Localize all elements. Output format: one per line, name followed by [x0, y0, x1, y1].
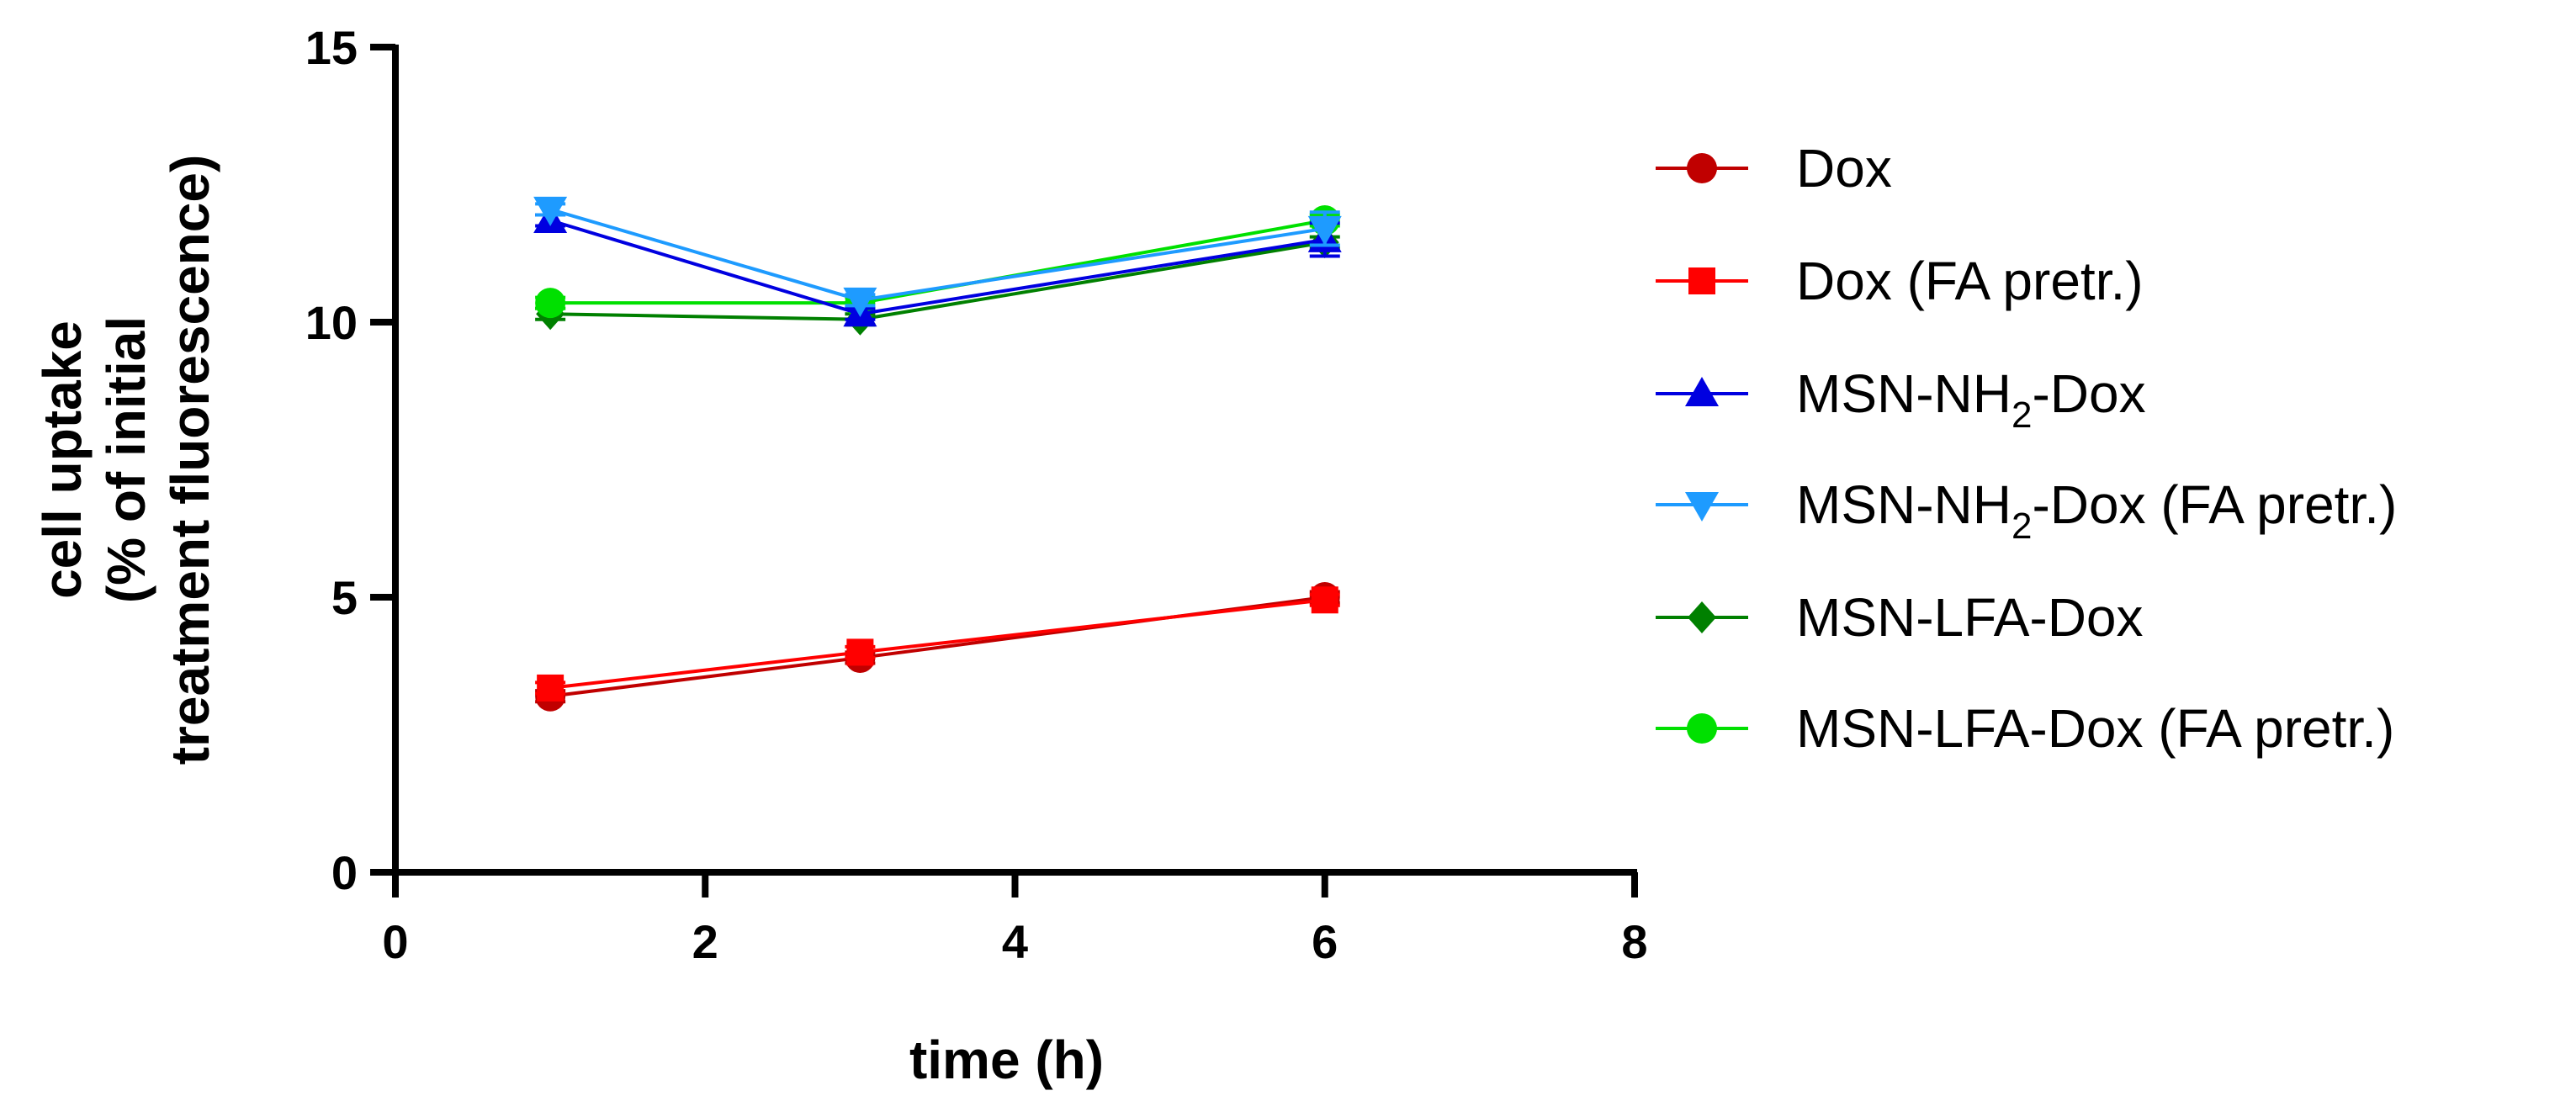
legend-label-subscript: 2: [2012, 506, 2032, 547]
y-tick-label: 5: [331, 571, 358, 624]
series-3: [533, 196, 1342, 317]
data-point: [533, 196, 568, 226]
x-axis-title: time (h): [909, 1030, 1104, 1090]
y-axis-title-line: (% of initial: [96, 316, 156, 603]
legend-marker: [1688, 267, 1715, 294]
legend-marker: [1685, 377, 1719, 406]
y-tick-label: 10: [305, 296, 358, 349]
legend-label: Dox (FA pretr.): [1796, 251, 2144, 311]
legend-item: MSN-NH2-Dox (FA pretr.): [1656, 474, 2397, 547]
data-point: [1307, 215, 1342, 246]
legend-label: MSN-LFA-Dox: [1796, 587, 2144, 648]
series-line: [549, 598, 1325, 690]
legend-label: MSN-NH2-Dox: [1796, 363, 2146, 436]
legend-item: MSN-LFA-Dox: [1656, 587, 2144, 648]
legend-label-part: MSN-NH: [1796, 363, 2012, 424]
data-point: [537, 674, 564, 702]
legend-item: MSN-NH2-Dox: [1656, 363, 2146, 436]
legend-label-part: MSN-NH: [1796, 474, 2012, 535]
series-1: [535, 586, 1340, 702]
legend-marker: [1687, 153, 1717, 183]
legend-item: Dox: [1656, 138, 1892, 199]
y-axis-title-line: treatment fluorescence): [160, 155, 220, 765]
data-point: [843, 287, 877, 317]
legend-label-part: -Dox: [2032, 363, 2145, 424]
x-tick-label: 2: [692, 915, 718, 968]
data-point: [535, 288, 566, 319]
legend-item: Dox (FA pretr.): [1656, 251, 2144, 311]
legend-label: MSN-LFA-Dox (FA pretr.): [1796, 698, 2394, 759]
series-0: [535, 582, 1340, 712]
axes: 0 5 10 15 0 2 4 6 8 time (h) cell uptake (% of init…: [32, 21, 1648, 1090]
legend-label: MSN-NH2-Dox (FA pretr.): [1796, 474, 2397, 547]
x-tick-label: 6: [1312, 915, 1338, 968]
legend-item: MSN-LFA-Dox (FA pretr.): [1656, 698, 2394, 759]
x-tick-label: 8: [1621, 915, 1647, 968]
x-tick-label: 4: [1002, 915, 1028, 968]
series-layer: [533, 196, 1342, 712]
y-tick-label: 0: [331, 846, 358, 899]
legend-label-part: -Dox (FA pretr.): [2032, 474, 2397, 535]
x-tick-label: 0: [382, 915, 408, 968]
legend-marker: [1688, 601, 1716, 633]
data-point: [1311, 586, 1338, 614]
y-axis-title-line: cell uptake: [32, 320, 93, 599]
data-point: [846, 638, 874, 666]
legend-marker: [1685, 492, 1719, 522]
legend-label-subscript: 2: [2012, 394, 2032, 436]
legend-marker: [1687, 713, 1717, 744]
series-line: [549, 219, 1326, 316]
series-4: [535, 226, 1340, 336]
legend-label: Dox: [1796, 138, 1892, 199]
y-tick-label: 15: [305, 21, 358, 74]
